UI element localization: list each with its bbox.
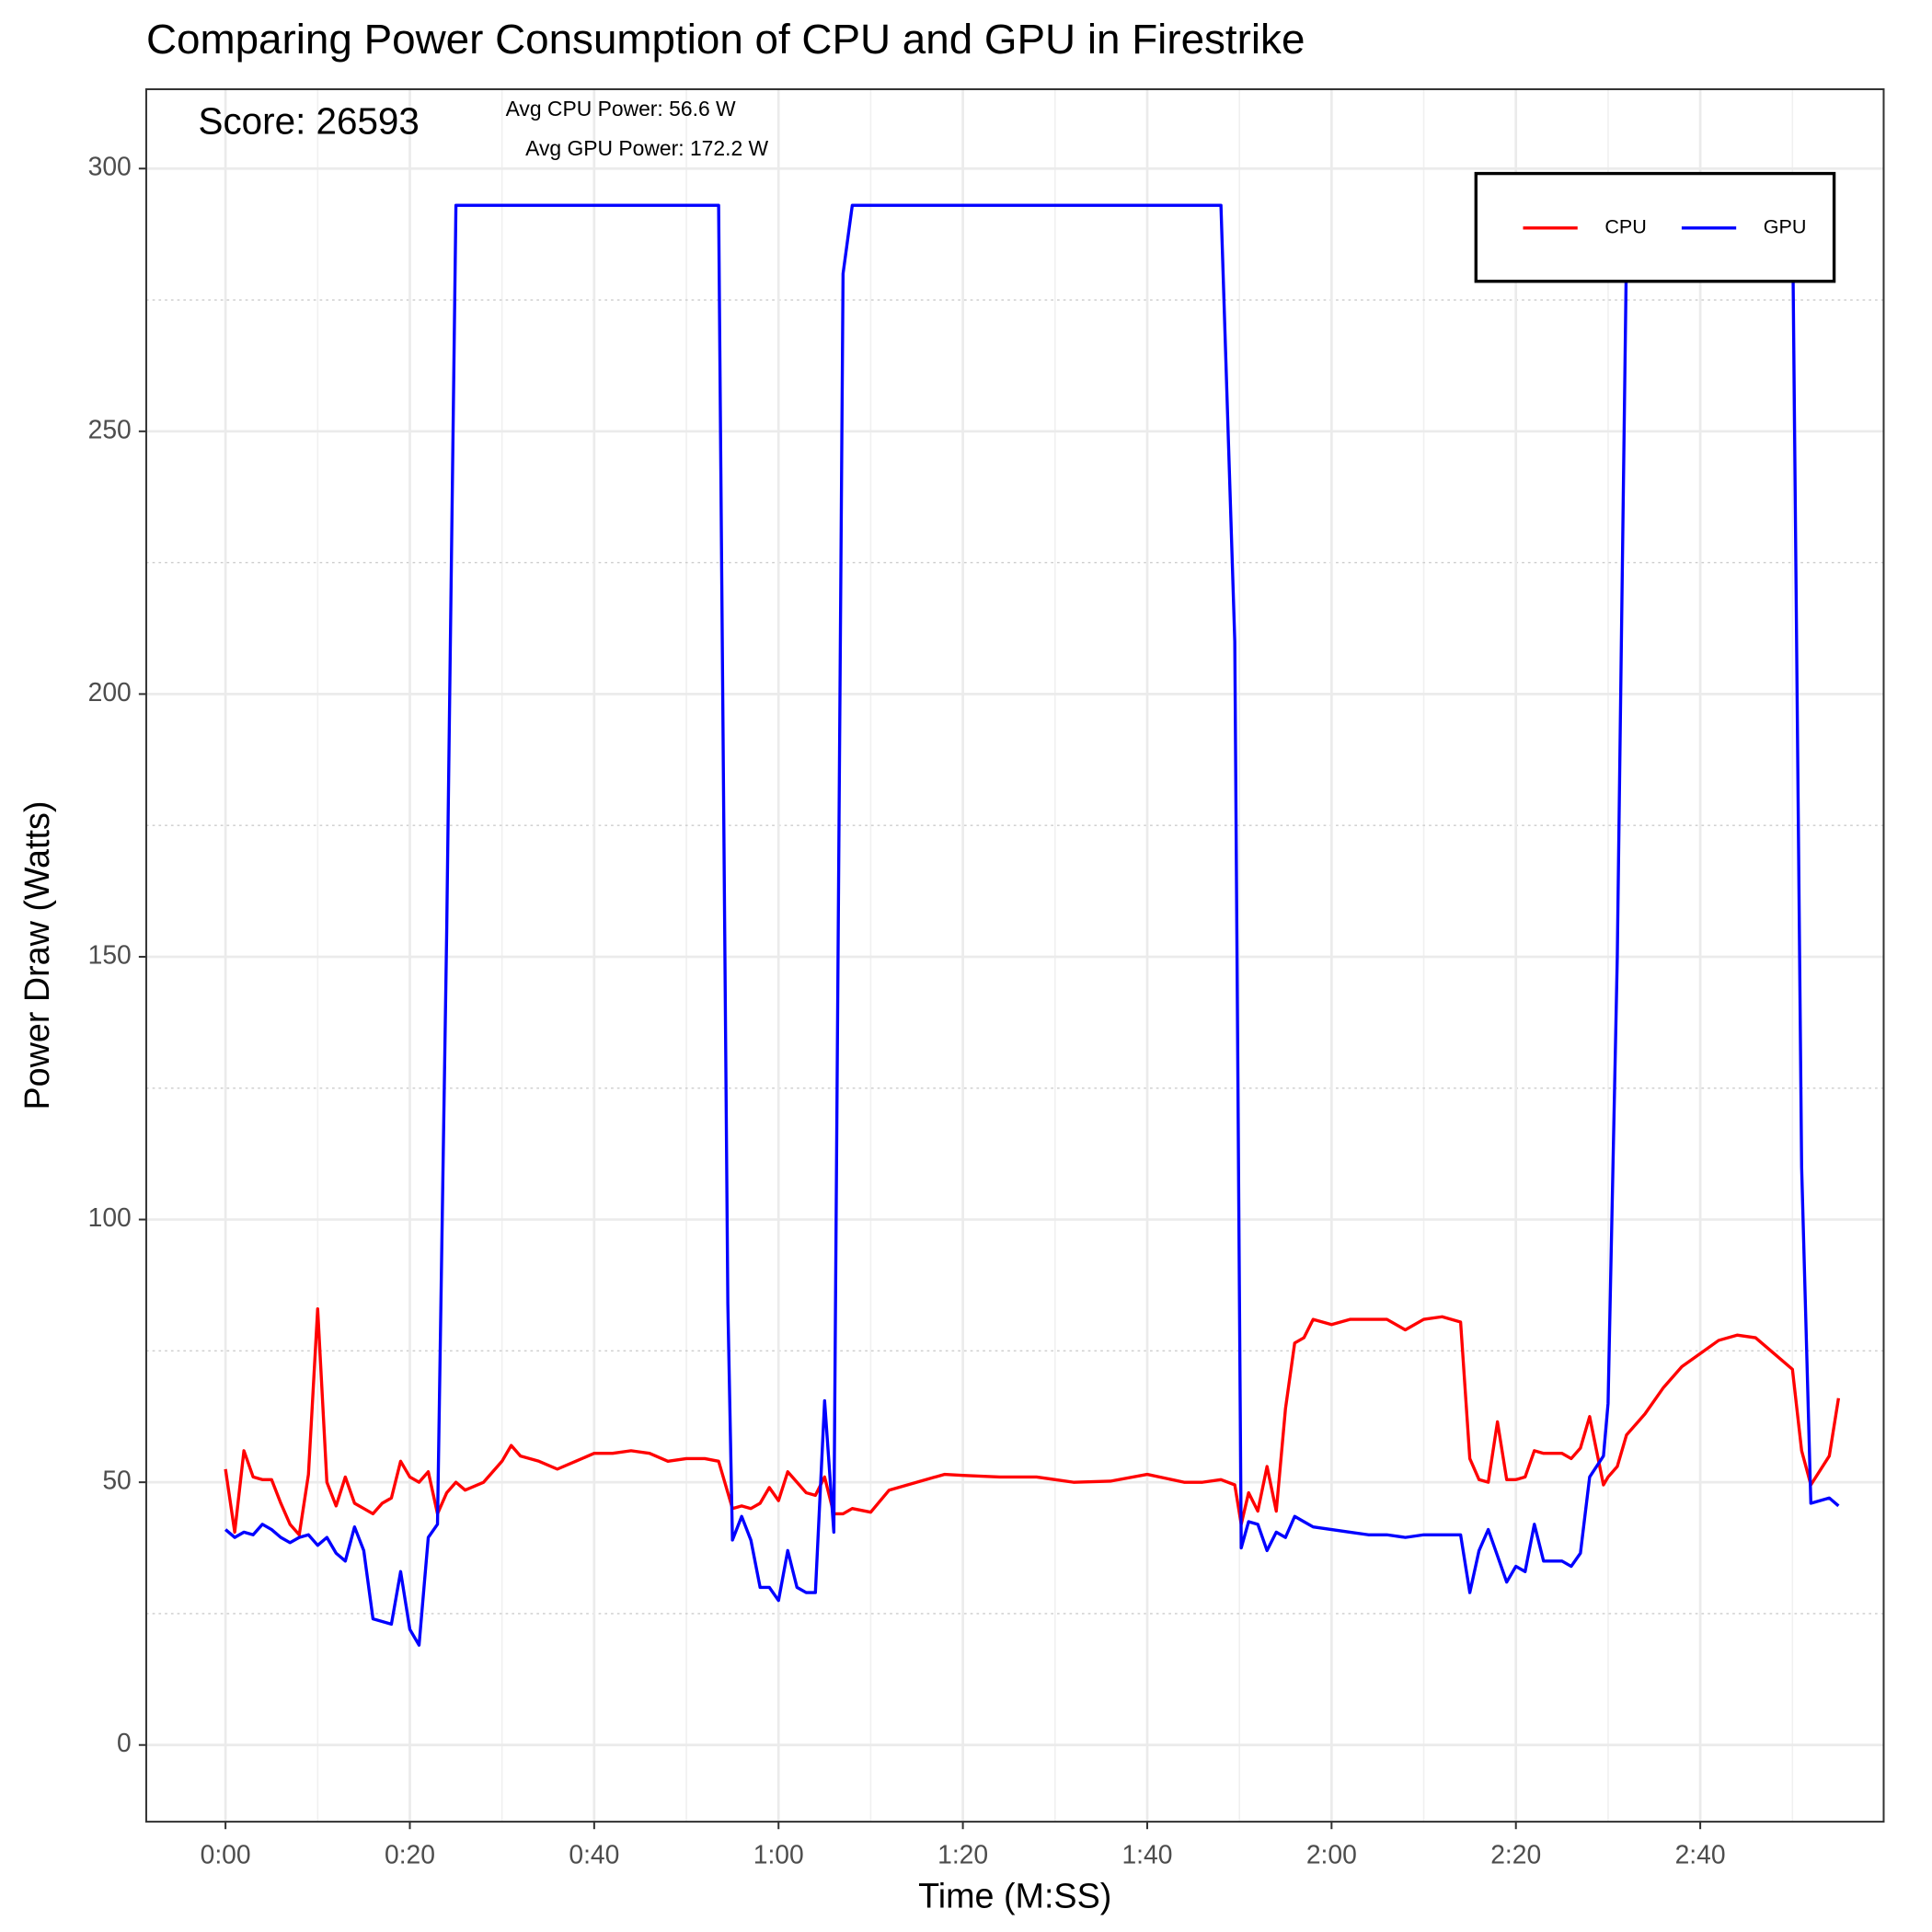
y-tick-label: 150 (88, 939, 132, 969)
y-tick-label: 100 (88, 1202, 132, 1232)
score-annotation: Score: 26593 (199, 99, 420, 142)
x-tick-label: 1:00 (753, 1839, 804, 1869)
line-series (224, 1306, 1841, 1536)
cpu-avg-annotation: Avg CPU Power: 56.6 W (506, 97, 736, 121)
y-tick-label: 0 (117, 1728, 132, 1757)
chart-title: Comparing Power Consumption of CPU and G… (146, 16, 1305, 63)
x-axis-title: Time (M:SS) (918, 1877, 1111, 1915)
y-axis-title: Power Draw (Watts) (17, 801, 56, 1110)
x-tick-label: 2:40 (1675, 1839, 1726, 1869)
x-tick-label: 0:20 (385, 1839, 435, 1869)
grid (145, 88, 1884, 1823)
x-tick-label: 0:40 (569, 1839, 619, 1869)
plot-area (224, 203, 1841, 1647)
y-tick-label: 200 (88, 677, 132, 707)
legend-label: CPU (1604, 215, 1647, 238)
x-tick-label: 2:20 (1490, 1839, 1541, 1869)
line-series (224, 203, 1840, 1647)
y-tick-label: 50 (102, 1466, 131, 1495)
x-tick-label: 0:00 (201, 1839, 251, 1869)
y-tick-label: 250 (88, 414, 132, 443)
y-tick-label: 300 (88, 152, 132, 181)
plot-border (144, 87, 1885, 1823)
legend-label: GPU (1764, 215, 1807, 238)
legend: CPU GPU (1474, 171, 1836, 283)
x-tick-label: 1:40 (1121, 1839, 1172, 1869)
x-tick-label: 2:00 (1306, 1839, 1357, 1869)
gpu-avg-annotation: Avg GPU Power: 172.2 W (525, 136, 768, 160)
x-tick-label: 1:20 (937, 1839, 988, 1869)
